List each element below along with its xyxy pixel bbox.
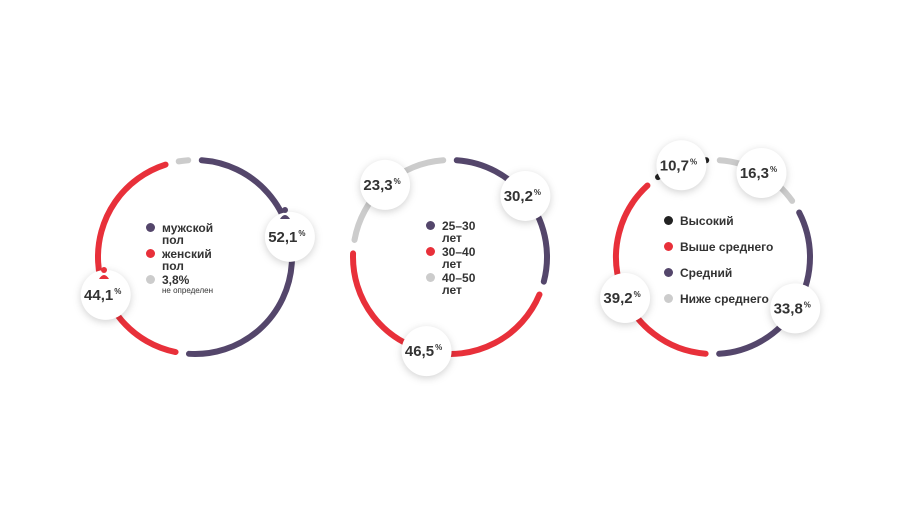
value-text: 44,1 xyxy=(84,287,113,304)
label-bubble xyxy=(360,159,411,210)
value-label: 30,2% xyxy=(504,188,541,205)
unit: % xyxy=(435,343,442,352)
label-bubble xyxy=(770,283,821,334)
legend-dot xyxy=(146,249,155,258)
legend-label: Средний xyxy=(680,266,733,280)
unit: % xyxy=(534,188,541,197)
legend-dot xyxy=(664,268,673,277)
legend-dot xyxy=(664,242,673,251)
unit: % xyxy=(690,157,697,166)
legend-label: 25–30 лет xyxy=(442,219,476,245)
person-icon xyxy=(101,267,107,273)
value-label: 46,5% xyxy=(405,343,442,360)
value-label: 52,1% xyxy=(268,229,305,246)
legend-label: 40–50 лет xyxy=(442,271,476,297)
legend-item: 40–50 лет xyxy=(426,271,487,297)
legend-dot xyxy=(426,221,435,230)
value-text: 10,7 xyxy=(660,157,689,174)
legend-dot xyxy=(426,247,435,256)
legend-item: Выше среднего xyxy=(664,240,774,254)
value-label: 10,7% xyxy=(660,157,697,174)
label-bubble xyxy=(600,272,651,323)
legend-value: 3,8% xyxy=(162,273,190,287)
unit: % xyxy=(770,165,777,174)
donut-segment xyxy=(175,157,192,165)
legend-label: Выше среднего xyxy=(680,240,774,254)
unit: % xyxy=(394,177,401,186)
person-icon xyxy=(280,215,290,219)
value-text: 39,2 xyxy=(603,290,632,307)
unit: % xyxy=(804,300,811,309)
value-label: 39,2% xyxy=(603,290,640,307)
legend-label: женский пол xyxy=(162,247,212,273)
value-label: 23,3% xyxy=(363,177,400,194)
label-bubble xyxy=(401,326,452,377)
person-icon xyxy=(282,207,288,213)
value-label: 16,3% xyxy=(740,165,777,182)
value-label: 44,1% xyxy=(84,287,121,304)
label-bubble xyxy=(736,147,787,198)
legend-item: Средний xyxy=(664,266,733,280)
legend-dot xyxy=(146,275,155,284)
legend-item: Высокий xyxy=(664,214,734,228)
unit: % xyxy=(298,229,305,238)
legend-item: Ниже среднего xyxy=(664,292,769,306)
value-text: 46,5 xyxy=(405,343,434,360)
legend-item: 30–40 лет xyxy=(426,245,487,271)
label-bubble xyxy=(264,211,315,262)
donut-segment xyxy=(95,161,179,356)
legend-label: Высокий xyxy=(680,214,734,228)
legend-dot xyxy=(664,294,673,303)
label-bubble xyxy=(80,269,131,320)
value-text: 33,8 xyxy=(774,300,803,317)
unit: % xyxy=(114,287,121,296)
value-label: 33,8% xyxy=(774,300,811,317)
value-text: 52,1 xyxy=(268,229,297,246)
legend-label: не определен xyxy=(162,286,213,295)
legend-item: 25–30 лет xyxy=(426,219,487,245)
unit: % xyxy=(634,290,641,299)
legend-item: 3,8% не определен xyxy=(146,273,213,296)
legend-label: 30–40 лет xyxy=(442,245,476,271)
legend-dot xyxy=(146,223,155,232)
donut-segment xyxy=(185,157,296,357)
label-bubble xyxy=(500,170,551,221)
legend-dot xyxy=(426,273,435,282)
legend-item: мужской пол xyxy=(146,221,224,247)
label-bubble xyxy=(656,140,707,191)
value-text: 30,2 xyxy=(504,188,533,205)
legend-label: мужской пол xyxy=(162,221,214,247)
legend-dot xyxy=(664,216,673,225)
legend-item: женский пол xyxy=(146,247,224,273)
value-text: 23,3 xyxy=(363,177,392,194)
value-text: 16,3 xyxy=(740,165,769,182)
legend-label: Ниже среднего xyxy=(680,292,769,306)
person-icon xyxy=(99,275,109,279)
